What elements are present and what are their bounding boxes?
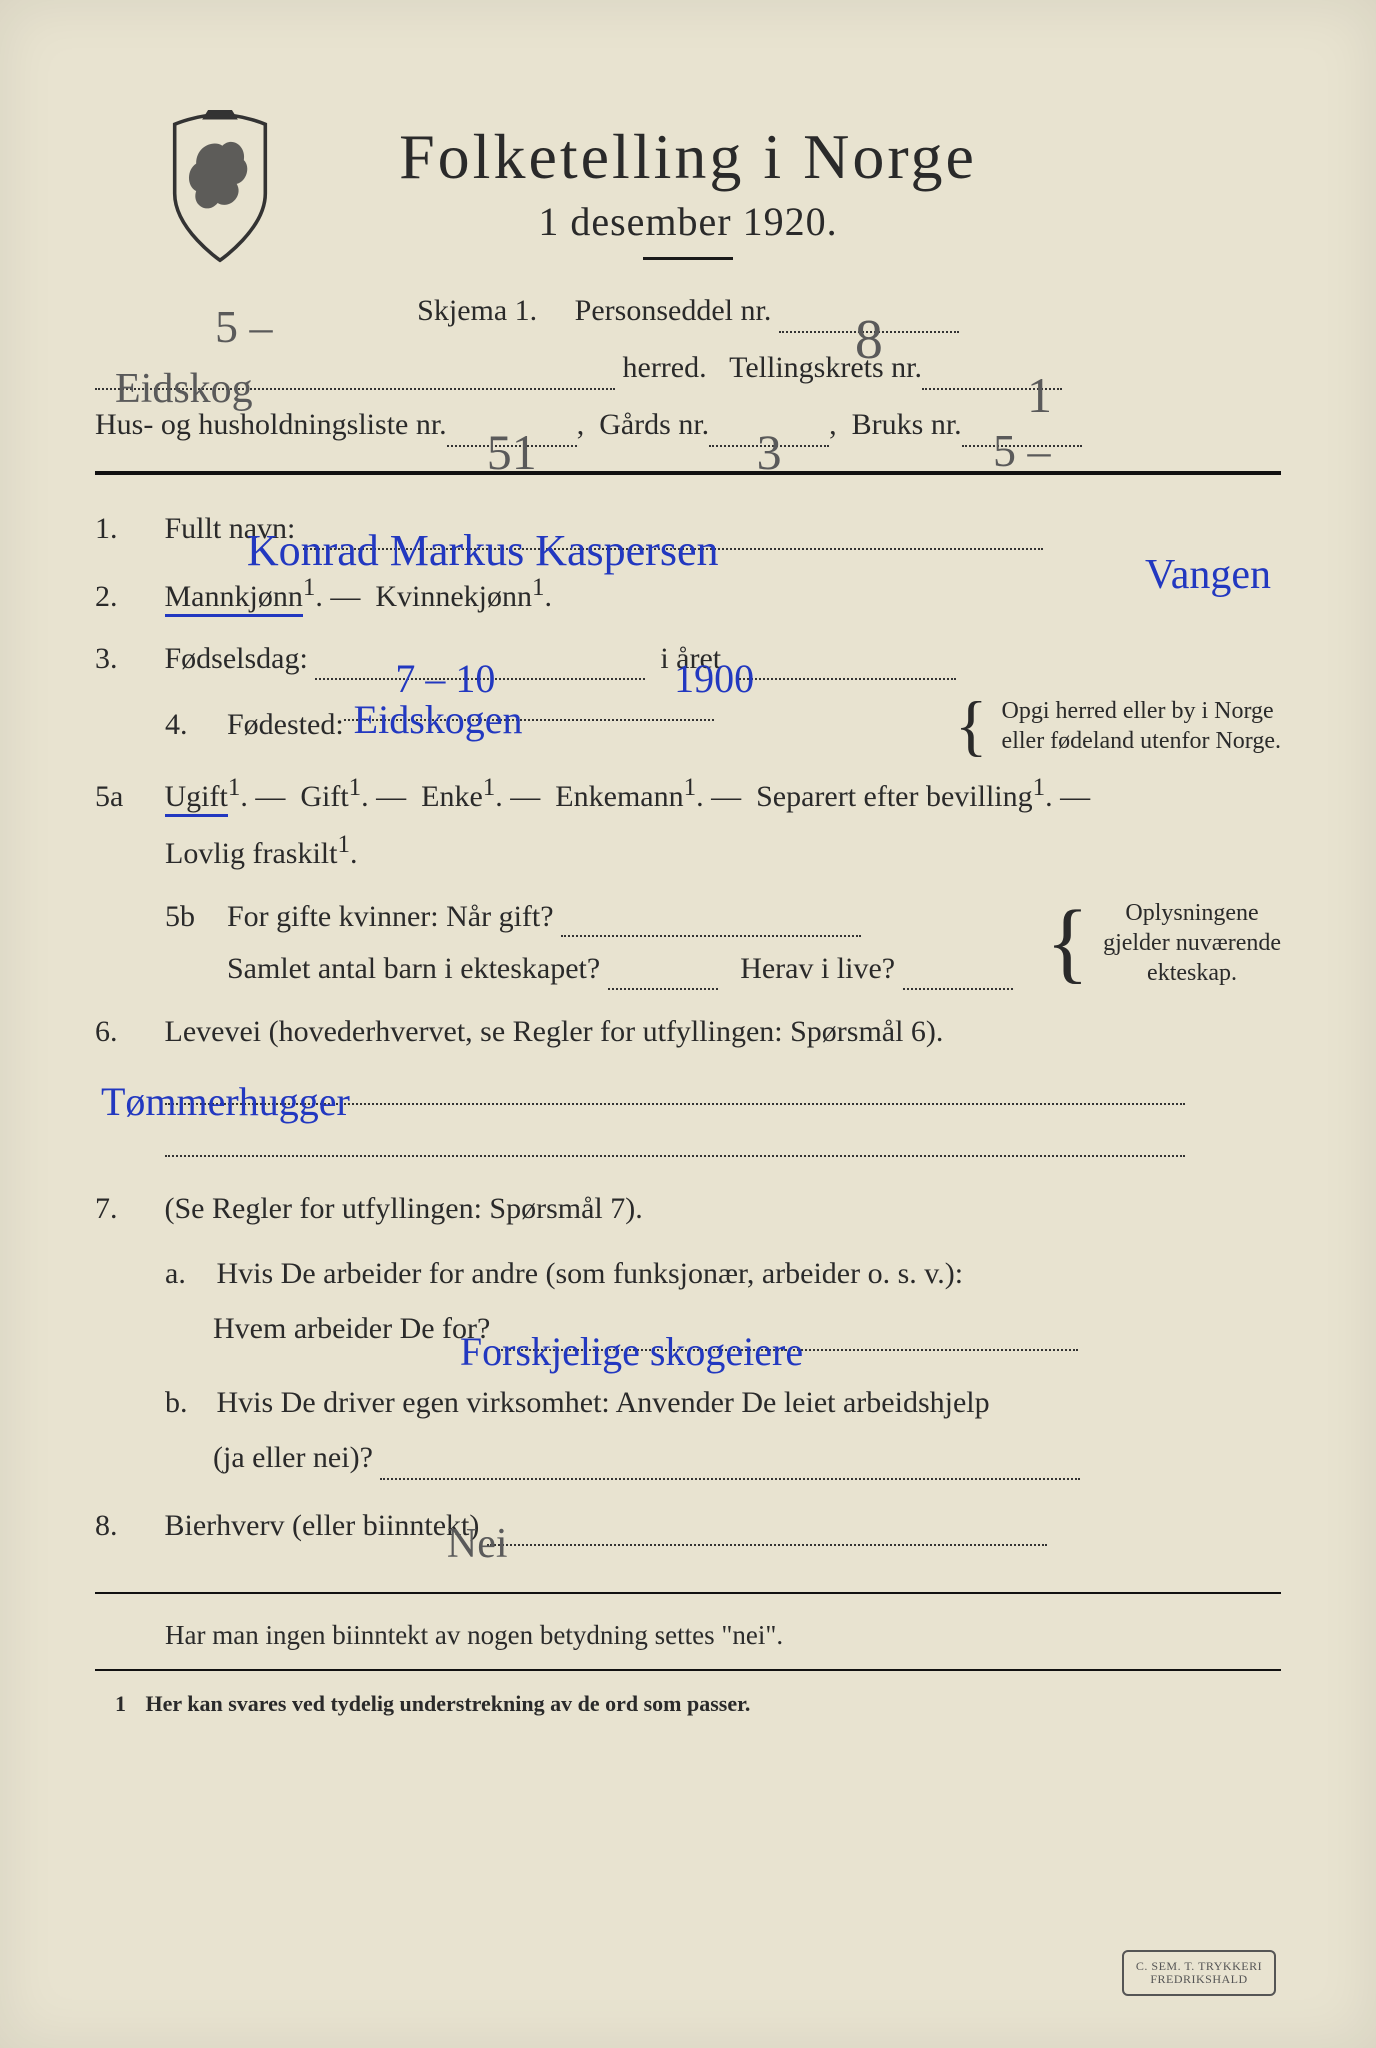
husliste-label: Hus- og husholdningsliste nr.	[95, 396, 447, 453]
gards-nr: 3	[709, 405, 829, 500]
mannkjonn-option: Mannkjønn	[165, 580, 303, 617]
ugift-option: Ugift	[165, 780, 228, 817]
footer-instruction: Har man ingen biinntekt av nogen betydni…	[95, 1612, 1281, 1659]
q8-bierhverv: 8. Bierhverv (eller biinntekt) Nei	[95, 1500, 1281, 1553]
birthplace-note: Opgi herred eller by i Norge eller fødel…	[1002, 696, 1281, 756]
husliste-nr: 51	[447, 405, 577, 500]
q4-fodested: 4. Fødested: Eidskogen { Opgi herred ell…	[95, 696, 1281, 756]
meta-row-2: Eidskog herred. Tellingskrets nr. 1	[95, 339, 1281, 396]
divider	[95, 1669, 1281, 1671]
birthplace: Eidskogen	[344, 685, 714, 755]
q7a: a. Hvis De arbeider for andre (som funks…	[95, 1246, 1281, 1357]
bruks-nr: 5 –	[962, 407, 1082, 494]
q7: 7. (Se Regler for utfyllingen: Spørsmål …	[95, 1183, 1281, 1236]
q5b-gifte-kvinner: 5b For gifte kvinner: Når gift? Samlet a…	[95, 891, 1281, 996]
tellingskrets-label: Tellingskrets nr.	[729, 339, 922, 396]
kvinnekjonn-option: Kvinnekjønn	[375, 580, 532, 613]
census-form-page: 5 – Folketelling i Norge 1 desember 1920…	[0, 0, 1376, 2048]
footnote: 1 Her kan svares ved tydelig understrekn…	[95, 1691, 1281, 1717]
meta-row-1: Skjema 1. Personseddel nr. 8	[95, 282, 1281, 339]
q6-levevei: 6. Levevei (hovederhvervet, se Regler fo…	[95, 1006, 1281, 1164]
q2-kjonn: 2. Mannkjønn1. — Kvinnekjønn1.	[95, 566, 1281, 624]
printer-stamp: C. SEM. T. TRYKKERI FREDRIKSHALD	[1122, 1950, 1276, 1996]
herred-label: herred.	[623, 339, 707, 396]
bruks-label: Bruks nr.	[852, 396, 962, 453]
skjema-label: Skjema 1.	[417, 294, 537, 327]
coat-of-arms-icon	[160, 110, 280, 265]
divider	[643, 257, 733, 260]
meta-row-3: Hus- og husholdningsliste nr. 51 , Gårds…	[95, 396, 1281, 453]
personseddel-label: Personseddel nr.	[575, 294, 772, 327]
divider	[95, 1592, 1281, 1594]
form-header: Folketelling i Norge 1 desember 1920.	[95, 120, 1281, 260]
q7b: b. Hvis De driver egen virksomhet: Anven…	[95, 1375, 1281, 1486]
q5a-sivilstand: 5a Ugift1. — Gift1. — Enke1. — Enkemann1…	[95, 766, 1281, 881]
q3-fodselsdag: 3. Fødselsdag: 7 – 10 i året 1900	[95, 633, 1281, 686]
occupation: Tømmerhugger	[165, 1067, 1185, 1137]
employer: Forskjelige skogeiere	[498, 1315, 1078, 1389]
marriage-note: Oplysningene gjelder nuværende ekteskap.	[1103, 898, 1281, 988]
secondary-occupation: Nei	[487, 1508, 1047, 1582]
q1-fullt-navn: 1. Fullt navn: Konrad Markus Kaspersen V…	[95, 503, 1281, 556]
divider	[95, 471, 1281, 475]
gards-label: Gårds nr.	[599, 396, 709, 453]
